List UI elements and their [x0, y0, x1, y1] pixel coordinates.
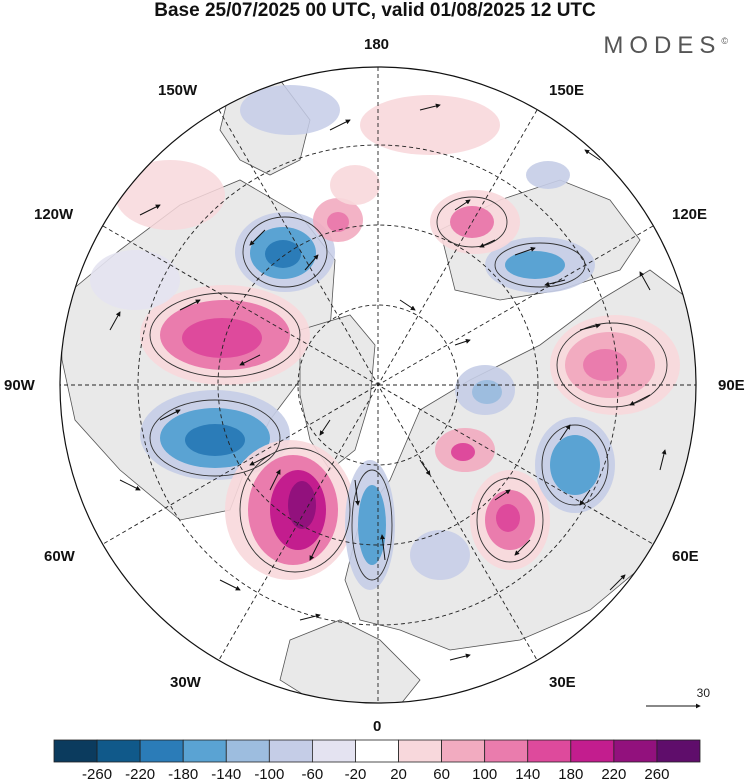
lon-label-120e: 120E: [672, 206, 708, 223]
anomaly-pos-atlantic: [225, 440, 355, 580]
colorbar-tick-label: -100: [254, 766, 285, 783]
colorbar-swatch: [53, 739, 98, 763]
colorbar-swatch: [139, 739, 184, 763]
anomaly-pos-canada: [140, 285, 310, 385]
anomaly-pos-beaufort: [313, 198, 363, 242]
colorbar-swatch: [441, 739, 486, 763]
anomaly-pos-bering: [330, 165, 380, 205]
colorbar-swatch: [527, 739, 572, 763]
colorbar-swatch: [268, 739, 313, 763]
graticule: [60, 67, 696, 703]
anomaly-shading: [90, 85, 680, 590]
anomaly-neg-kamchatka: [526, 161, 570, 189]
colorbar-tick-label: 260: [644, 766, 670, 783]
colorbar-tick-label: -20: [344, 766, 367, 783]
colorbar-tick-label: -180: [168, 766, 199, 783]
colorbar-swatch: [182, 739, 227, 763]
colorbar-tick-label: 140: [515, 766, 541, 783]
lon-label-180: 180: [364, 36, 390, 53]
lon-label-90e: 90E: [718, 377, 745, 394]
colorbar-tick-label: -220: [125, 766, 156, 783]
lon-label-150e: 150E: [549, 82, 585, 99]
lon-label-60e: 60E: [672, 548, 699, 565]
colorbar-swatch: [311, 739, 356, 763]
anomaly-pos-russia: [470, 470, 550, 570]
anomaly-neg-nw: [90, 85, 340, 310]
map-border: [59, 66, 697, 704]
colorbar-swatch: [613, 739, 658, 763]
anomaly-neg-laptev: [455, 365, 515, 415]
land-greenland: [299, 314, 376, 471]
colorbar-tick-label: 100: [472, 766, 498, 783]
lon-label-150w: 150W: [158, 82, 198, 99]
anomaly-neg-alaska: [235, 212, 335, 292]
colorbar-swatch: [484, 739, 529, 763]
lon-label-0: 0: [373, 718, 382, 735]
anomaly-pos-kara: [435, 428, 495, 472]
brand-mark: ©: [721, 36, 728, 46]
anomaly-neg-norwegian: [345, 460, 395, 590]
colorbar-tick-label: 180: [558, 766, 584, 783]
colorbar-swatch: [656, 739, 701, 763]
reference-vector-label: 30: [696, 686, 710, 700]
map-disc: [60, 67, 696, 703]
brand-logo: MODES©: [603, 32, 728, 60]
lon-label-90w: 90W: [4, 377, 35, 394]
lon-label-30w: 30W: [170, 674, 201, 691]
colorbar-tick-label: 60: [433, 766, 450, 783]
map-title: Base 25/07/2025 00 UTC, valid 01/08/2025…: [154, 0, 596, 21]
colorbar-tick-label: -60: [301, 766, 324, 783]
brand-text: MODES: [603, 32, 722, 59]
anomaly-neg-scandinavia: [410, 530, 470, 580]
colorbar-tick-label: -140: [211, 766, 242, 783]
colorbar-tick-label: 220: [601, 766, 627, 783]
colorbar-swatch: [398, 739, 442, 763]
anomaly-neg-esiberia: [485, 237, 595, 293]
lon-label-60w: 60W: [44, 548, 75, 565]
anomaly-pos-pacific: [115, 95, 500, 230]
colorbar-tick-label: 20: [390, 766, 407, 783]
colorbar-swatch: [96, 739, 141, 763]
lon-label-30e: 30E: [549, 674, 576, 691]
anomaly-pos-csiberia: [550, 315, 680, 415]
colorbar-tick-label: -260: [82, 766, 113, 783]
colorbar-swatch: [355, 739, 399, 763]
lon-label-120w: 120W: [34, 206, 74, 223]
colorbar-swatch: [570, 739, 615, 763]
colorbar: [53, 739, 701, 763]
contour-lines: [149, 196, 668, 581]
anomaly-pos-chukotka: [430, 190, 520, 254]
anomaly-neg-wsiberia: [535, 417, 615, 513]
colorbar-swatch: [225, 739, 270, 763]
